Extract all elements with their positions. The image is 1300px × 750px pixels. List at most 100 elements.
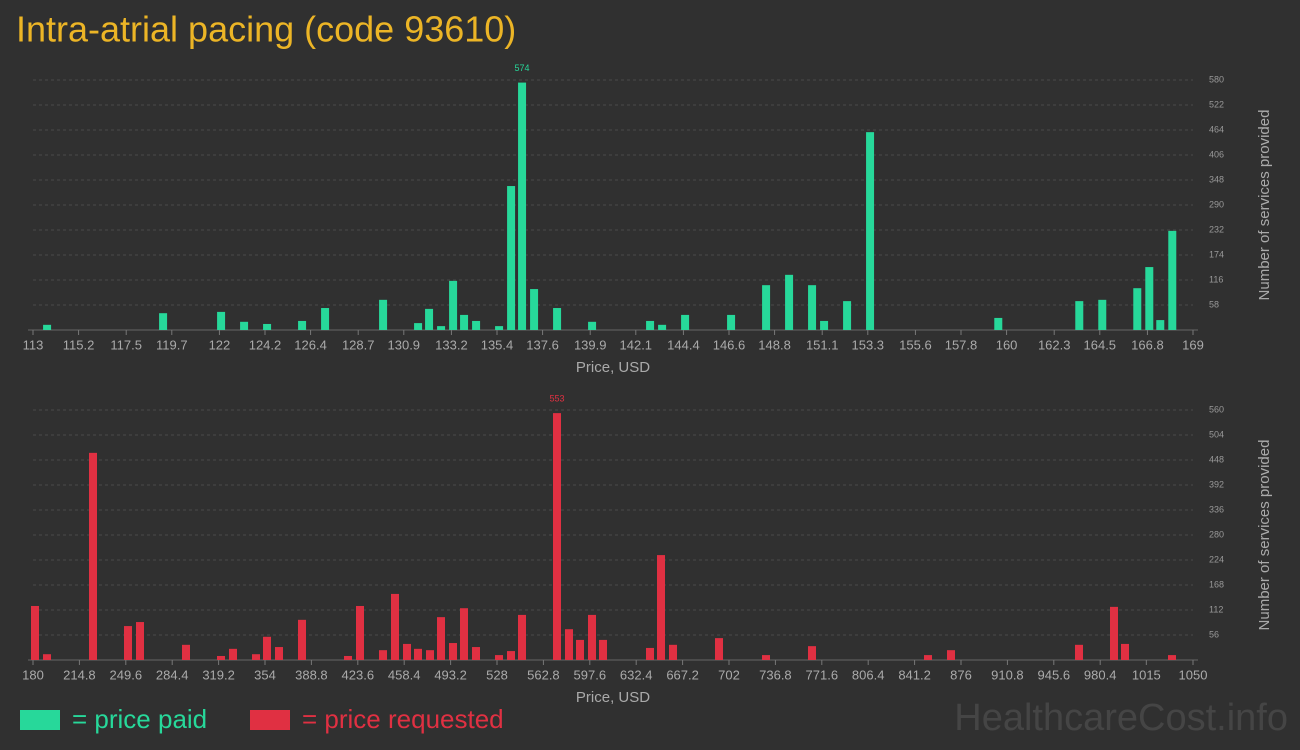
bar (472, 320, 481, 330)
x-tick-label: 119.7 (156, 337, 188, 352)
legend-swatch (250, 710, 290, 730)
y-tick-label: 448 (1209, 454, 1224, 464)
bar (553, 413, 561, 660)
x-axis-label: Price, USD (576, 359, 650, 376)
bar (646, 320, 655, 330)
bar (507, 186, 516, 330)
legend-swatch (20, 710, 60, 730)
bar (182, 644, 190, 660)
bar (263, 636, 271, 660)
x-tick-label: 354 (254, 667, 276, 682)
y-tick-label: 280 (1209, 529, 1224, 539)
x-tick-label: 117.5 (110, 337, 142, 352)
bar (808, 285, 817, 330)
x-tick-label: 115.2 (63, 337, 95, 352)
x-tick-label: 667.2 (666, 667, 699, 682)
x-tick-label: 493.2 (434, 667, 467, 682)
bar (379, 650, 387, 660)
bar (495, 326, 504, 330)
x-tick-label: 945.6 (1038, 667, 1071, 682)
bar (565, 629, 573, 660)
bar (449, 280, 458, 330)
bar (947, 650, 955, 660)
watermark: HealthcareCost.info (954, 697, 1288, 739)
x-tick-label: 148.8 (758, 337, 791, 352)
bar (124, 626, 132, 660)
y-axis-label: Number of services provided (1256, 440, 1273, 631)
bar (588, 321, 597, 330)
bar (425, 308, 434, 330)
bar (553, 308, 562, 330)
y-axis-label: Number of services provided (1256, 110, 1273, 301)
x-tick-label: 841.2 (898, 667, 931, 682)
bar (356, 605, 364, 660)
bar (403, 643, 411, 660)
bar (495, 655, 503, 660)
x-tick-label: 122 (209, 337, 231, 352)
x-tick-label: 146.6 (713, 337, 746, 352)
bar (658, 324, 667, 330)
x-tick-label: 126.4 (294, 337, 327, 352)
bar (426, 650, 434, 660)
x-tick-label: 458.4 (388, 667, 421, 682)
bar (599, 639, 607, 660)
value-label: 574 (515, 63, 530, 73)
bar (994, 317, 1003, 330)
x-tick-label: 980.4 (1084, 667, 1117, 682)
y-tick-label: 464 (1209, 124, 1224, 134)
x-tick-label: 153.3 (852, 337, 885, 352)
x-tick-label: 562.8 (527, 667, 560, 682)
bar (762, 655, 770, 660)
bar (43, 324, 52, 330)
bar (263, 323, 272, 330)
x-tick-label: 876 (950, 667, 972, 682)
x-tick-label: 133.2 (435, 337, 468, 352)
value-label: 553 (549, 394, 564, 404)
bar (1121, 643, 1129, 660)
bar (588, 614, 596, 660)
bar (1168, 655, 1176, 660)
x-tick-label: 388.8 (295, 667, 328, 682)
bar (808, 646, 816, 660)
x-tick-label: 528 (486, 667, 508, 682)
x-tick-label: 142.1 (620, 337, 653, 352)
bar (507, 651, 515, 660)
y-tick-label: 112 (1209, 604, 1223, 614)
bar (785, 274, 794, 330)
x-tick-label: 169 (1182, 337, 1204, 352)
x-tick-label: 423.6 (342, 667, 375, 682)
x-tick-label: 214.8 (63, 667, 96, 682)
bar (460, 608, 468, 660)
x-tick-label: 151.1 (806, 337, 839, 352)
bar (1075, 644, 1083, 660)
bar (414, 323, 423, 330)
y-tick-label: 580 (1209, 74, 1224, 84)
bar (217, 311, 226, 330)
bar (762, 285, 771, 330)
x-tick-label: 124.2 (249, 337, 282, 352)
bar (1110, 606, 1118, 660)
bar (715, 638, 723, 660)
x-tick-label: 144.4 (667, 337, 700, 352)
x-tick-label: 771.6 (806, 667, 839, 682)
bar (437, 326, 446, 330)
x-axis-label: Price, USD (576, 689, 650, 706)
x-tick-label: 910.8 (991, 667, 1024, 682)
x-tick-label: 702 (718, 667, 740, 682)
x-tick-label: 736.8 (759, 667, 792, 682)
legend-label: = price paid (72, 704, 207, 734)
x-tick-label: 180 (22, 667, 44, 682)
bar (229, 648, 237, 660)
bar (727, 314, 736, 330)
bar (391, 593, 399, 660)
bar (240, 321, 249, 330)
bar (1098, 299, 1107, 330)
bar (1075, 301, 1084, 330)
y-tick-label: 58 (1209, 299, 1219, 309)
legend-label: = price requested (302, 704, 504, 734)
bar (657, 555, 665, 660)
x-tick-label: 806.4 (852, 667, 885, 682)
bar (379, 299, 388, 330)
x-tick-label: 130.9 (388, 337, 421, 352)
x-tick-label: 155.6 (899, 337, 932, 352)
